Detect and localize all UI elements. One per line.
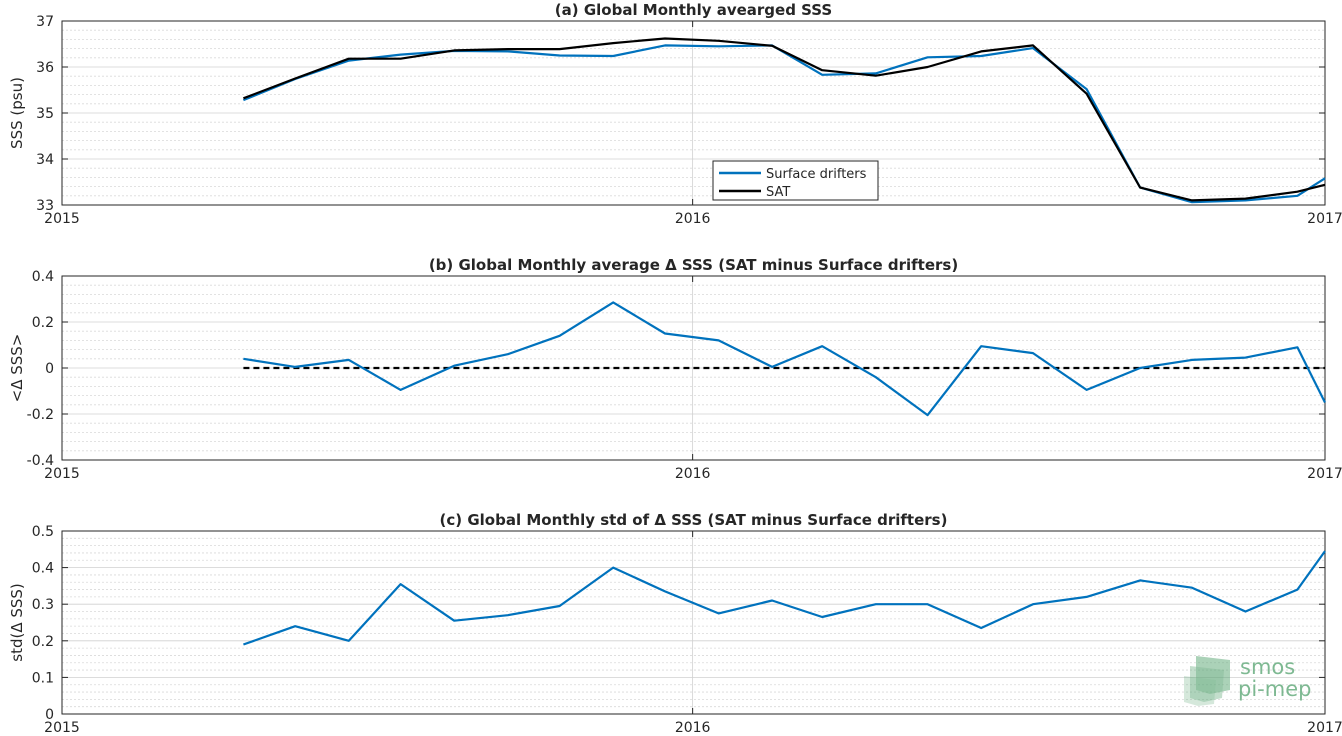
panel-c: 0 0.1 0.2 0.3 0.4 0.5 2015 2016 2017 (c) Global M… xyxy=(8,511,1342,736)
x-tick-label: 2015 xyxy=(44,720,80,736)
smos-logo-icon xyxy=(1184,656,1230,706)
logo-shape xyxy=(1196,656,1230,694)
y-axis-label: std(Δ SSS) xyxy=(8,583,26,662)
legend-box xyxy=(712,160,879,201)
logo-text-smos: smos xyxy=(1240,655,1295,679)
y-tick-label: 0.1 xyxy=(32,670,54,686)
y-tick-label: 34 xyxy=(36,152,54,168)
y-tick-label: -0.4 xyxy=(27,453,54,469)
y-tick-label: 0.2 xyxy=(32,634,54,650)
series-line-0 xyxy=(243,550,1326,646)
y-tick-label: 33 xyxy=(36,198,54,214)
x-tick-label: 2017 xyxy=(1307,720,1342,736)
y-tick-label: 0.3 xyxy=(32,597,54,613)
y-tick-label: 0.4 xyxy=(32,269,54,285)
y-tick-label: 0.5 xyxy=(32,524,54,540)
plot-area xyxy=(62,531,1325,714)
x-tick-label: 2016 xyxy=(675,720,711,736)
axes-box xyxy=(61,530,1326,715)
x-tick-label: 2017 xyxy=(1307,466,1342,482)
logo-shape xyxy=(1184,676,1216,706)
y-tick-label: 35 xyxy=(36,106,54,122)
y-tick-label: 36 xyxy=(36,60,54,76)
panel-title: (b) Global Monthly average Δ SSS (SAT mi… xyxy=(429,256,958,274)
logo-shape xyxy=(1190,666,1224,702)
y-tick-label: -0.2 xyxy=(27,407,54,423)
legend: Surface drifters SAT xyxy=(712,160,879,201)
series-line-0 xyxy=(243,301,1326,417)
legend-label: SAT xyxy=(766,185,790,200)
series-line-sat xyxy=(243,37,1326,202)
x-tick-label: 2016 xyxy=(675,211,711,227)
y-axis-label: <Δ SSS> xyxy=(8,334,26,403)
panel-title: (c) Global Monthly std of Δ SSS (SAT min… xyxy=(440,511,948,529)
x-tick-label: 2016 xyxy=(675,466,711,482)
panel-a: 33 34 35 36 37 2015 2016 2017 (a) Global Monthly… xyxy=(8,1,1342,227)
y-tick-label: 0.4 xyxy=(32,561,54,577)
panel-b: -0.4 -0.2 0 0.2 0.4 2015 2016 2017 (b) Global Mo… xyxy=(8,256,1342,482)
panel-title: (a) Global Monthly avearged SSS xyxy=(555,1,832,19)
x-tick-label: 2015 xyxy=(44,466,80,482)
x-tick-label: 2017 xyxy=(1307,211,1342,227)
legend-label: Surface drifters xyxy=(766,167,867,182)
y-tick-label: 0.2 xyxy=(32,315,54,331)
logo-text-pimep: pi-mep xyxy=(1238,677,1311,701)
y-tick-label: 0 xyxy=(45,361,54,377)
y-tick-label: 37 xyxy=(36,14,54,30)
y-axis-label: SSS (psu) xyxy=(8,77,26,149)
y-tick-label: 0 xyxy=(45,707,54,723)
x-tick-label: 2015 xyxy=(44,211,80,227)
